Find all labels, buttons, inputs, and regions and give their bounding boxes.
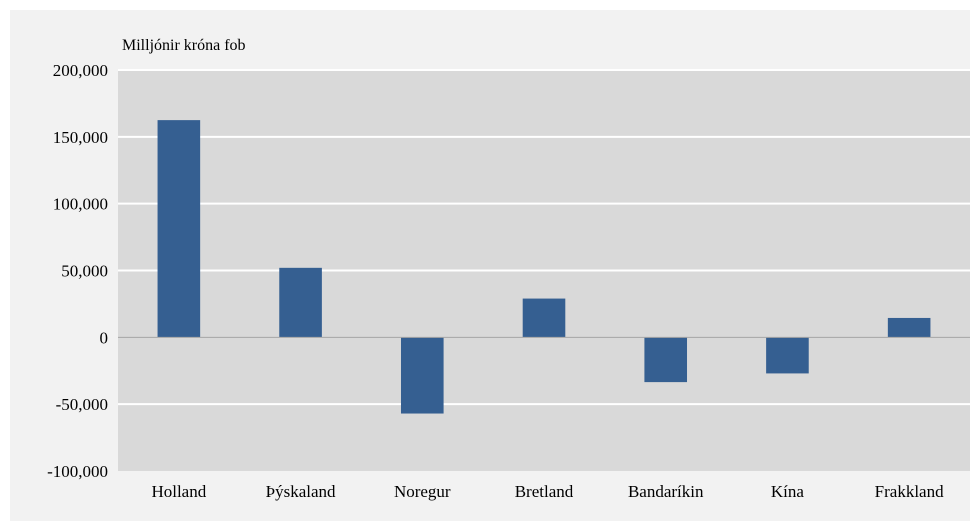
y-axis-unit-label: Milljónir króna fob xyxy=(122,37,246,54)
y-tick-label: -50,000 xyxy=(56,395,108,414)
y-tick-label: -100,000 xyxy=(47,462,108,481)
y-tick-label: 50,000 xyxy=(61,262,108,281)
x-category-label: Þýskaland xyxy=(266,482,336,501)
bar-bretland xyxy=(522,298,566,338)
chart-frame: -100,000 -50,000 0 50,000 100,000 150,000 200,… xyxy=(10,10,970,521)
y-tick-label: 0 xyxy=(100,328,109,347)
bar-frakkland xyxy=(887,317,931,338)
bar-noregur xyxy=(400,337,444,414)
bar-kína xyxy=(766,337,809,374)
y-tick-label: 150,000 xyxy=(53,128,108,147)
y-tick-label: 100,000 xyxy=(53,195,108,214)
x-category-label: Bretland xyxy=(515,482,574,501)
y-axis-ticks: -100,000 -50,000 0 50,000 100,000 150,000 200,… xyxy=(47,61,108,481)
x-category-label: Kína xyxy=(771,482,805,501)
bar-holland xyxy=(157,120,201,338)
x-category-label: Frakkland xyxy=(875,482,944,501)
bar-þýskaland xyxy=(279,267,322,338)
x-axis-categories: Holland Þýskaland Noregur Bretland Bandaríki… xyxy=(151,482,944,501)
x-category-label: Noregur xyxy=(394,482,451,501)
gridlines xyxy=(118,69,970,406)
bar-bandaríkin xyxy=(644,337,688,383)
bars xyxy=(157,120,931,414)
bar-chart: -100,000 -50,000 0 50,000 100,000 150,000 200,… xyxy=(47,37,970,501)
y-tick-label: 200,000 xyxy=(53,61,108,80)
x-category-label: Holland xyxy=(151,482,206,501)
x-category-label: Bandaríkin xyxy=(628,482,704,501)
